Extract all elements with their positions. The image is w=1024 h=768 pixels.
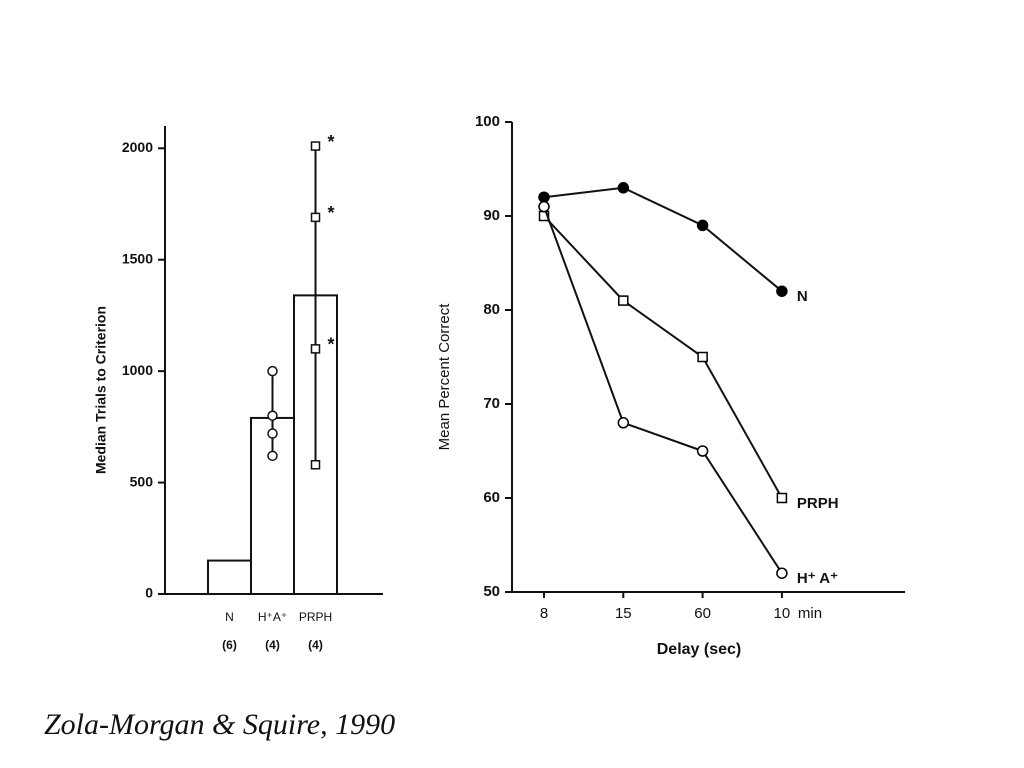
y-tick-label: 0 [145, 585, 153, 601]
point [618, 295, 629, 306]
x-axis-label: Delay (sec) [657, 641, 742, 658]
point [538, 191, 550, 203]
series-line [543, 186, 783, 292]
point [776, 567, 788, 579]
point [776, 285, 788, 297]
y-tick-label: 80 [483, 301, 500, 318]
y-tick-label: 2000 [122, 139, 153, 155]
y-tick-label: 70 [483, 395, 500, 412]
y-tick-label: 100 [475, 113, 500, 130]
point [696, 445, 709, 457]
y-tick-label: 90 [483, 207, 500, 224]
x-tick-label: 8 [540, 605, 548, 622]
x-tick-label: 10 [774, 605, 791, 622]
group-size: (4) [308, 638, 323, 652]
bar [207, 559, 252, 595]
y-tick-label: 60 [483, 489, 500, 506]
group-size: (4) [265, 638, 280, 652]
x-tick-label: N [225, 610, 234, 624]
point [697, 351, 708, 363]
point [776, 492, 788, 504]
x-tick-label: 15 [615, 605, 632, 622]
point [617, 417, 630, 429]
point [538, 200, 550, 213]
point [696, 219, 709, 232]
significance-mark: * [328, 132, 335, 152]
series-label: H⁺ A⁺ [797, 570, 838, 587]
individual-point [310, 459, 321, 470]
individual-point [310, 212, 321, 223]
x-tick-label: 60 [694, 605, 711, 622]
y-tick-label: 500 [130, 473, 154, 489]
series-label: N [797, 288, 808, 305]
individual-point [267, 428, 278, 439]
significance-mark: * [328, 203, 335, 223]
x-tick-label: PRPH [299, 610, 332, 624]
individual-point [310, 141, 321, 151]
series-line [543, 215, 783, 499]
y-tick-label: 1500 [122, 250, 153, 266]
x-tick-label: H⁺A⁺ [258, 610, 287, 624]
y-tick-label: 1000 [122, 362, 153, 378]
significance-mark: * [328, 335, 335, 355]
individual-point [267, 450, 278, 462]
series-line [543, 206, 783, 574]
individual-point [267, 410, 278, 421]
point [617, 182, 630, 194]
caption: Zola-Morgan & Squire, 1990 [44, 708, 395, 741]
y-tick-label: 50 [483, 583, 500, 600]
y-axis-label: Mean Percent Correct [436, 303, 453, 451]
series-label: PRPH [797, 495, 839, 512]
y-axis-label: Median Trials to Criterion [93, 306, 109, 474]
individual-point [267, 365, 278, 377]
individual-point [310, 344, 321, 354]
x-unit: min [798, 605, 822, 622]
group-size: (6) [222, 638, 237, 652]
